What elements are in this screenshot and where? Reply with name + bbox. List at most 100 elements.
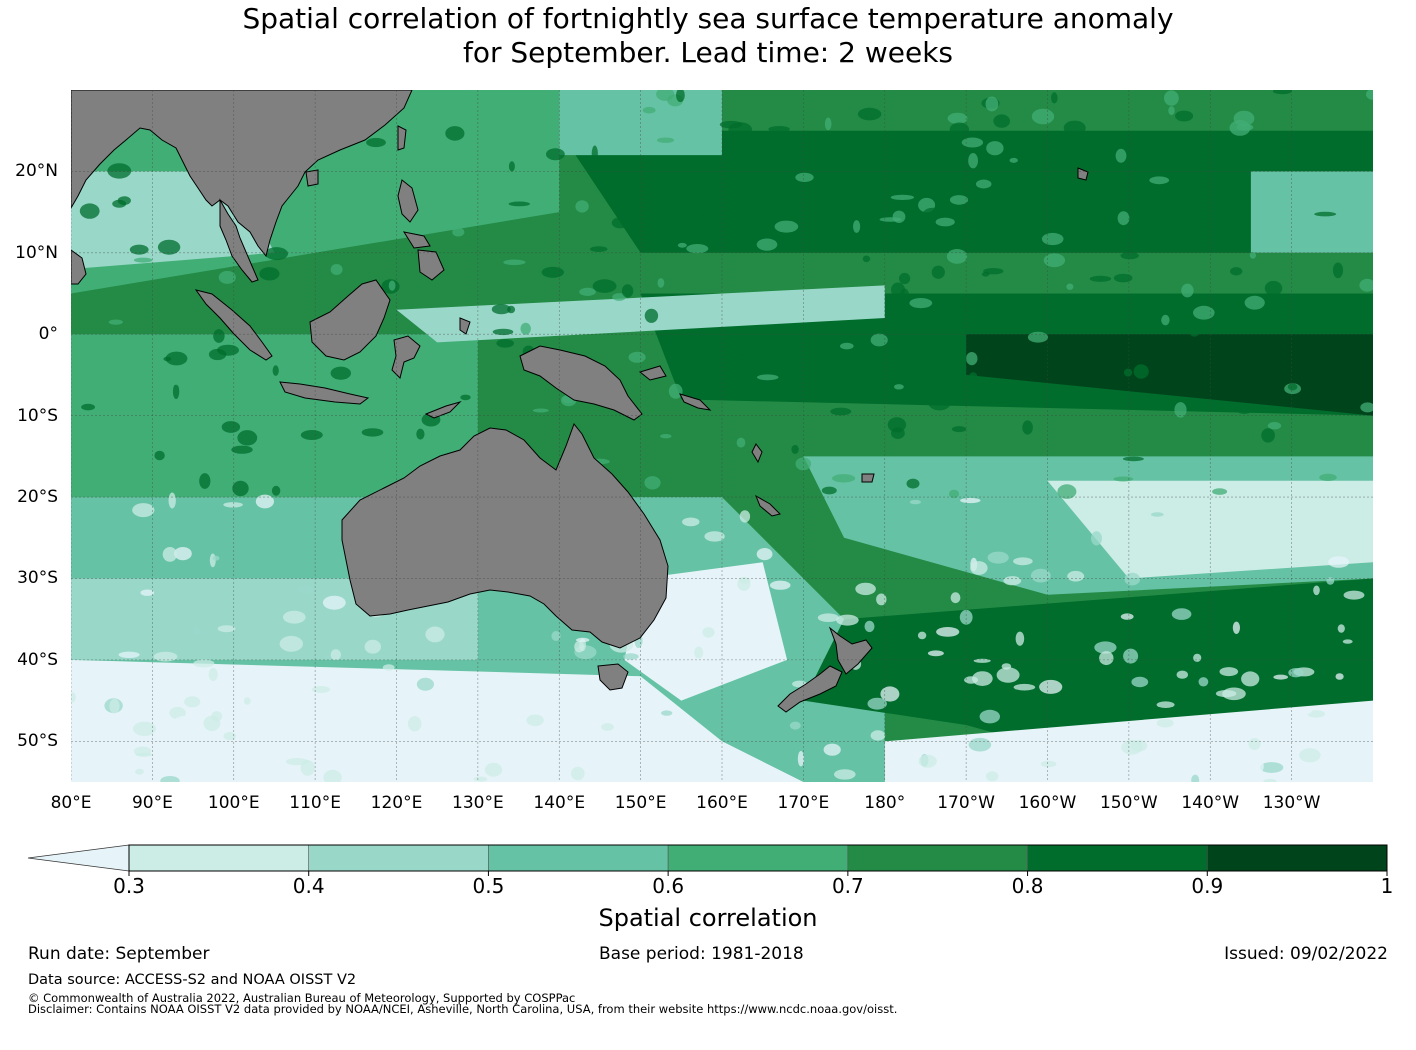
field-patch — [1215, 209, 1235, 221]
new-zealand-south — [777, 665, 843, 713]
field-patch — [791, 444, 799, 454]
field-patch — [966, 352, 978, 366]
field-patch — [271, 485, 281, 496]
base-period: Base period: 1981-2018 — [599, 944, 804, 964]
field-patch — [1117, 211, 1130, 226]
field-patch — [756, 374, 779, 381]
field-patch — [168, 492, 176, 509]
field-patch — [110, 356, 126, 367]
field-patch — [644, 308, 659, 323]
field-patch — [656, 137, 675, 143]
field-patch — [382, 775, 406, 782]
field-patch — [591, 145, 598, 162]
field-patch — [1120, 613, 1134, 620]
field-patch — [1319, 473, 1337, 481]
field-patch — [642, 106, 656, 114]
field-patch — [1366, 90, 1373, 100]
field-patch — [133, 257, 153, 263]
field-patch — [1338, 731, 1355, 739]
field-patch — [756, 238, 778, 251]
field-patch — [1067, 570, 1085, 582]
field-patch — [947, 112, 968, 124]
field-patch — [949, 122, 970, 137]
field-patch — [1061, 211, 1084, 224]
field-patch — [184, 696, 201, 708]
field-patch — [1328, 556, 1350, 568]
field-patch — [661, 710, 673, 716]
field-patch — [823, 743, 841, 756]
field-patch — [425, 626, 445, 643]
longitude-label: 120°E — [370, 793, 423, 813]
field-patch — [157, 239, 181, 255]
field-patch — [174, 547, 192, 561]
field-patch — [611, 217, 629, 229]
field-patch — [1298, 706, 1312, 715]
field-patch — [416, 428, 425, 440]
field-patch — [161, 439, 176, 445]
field-patch — [1004, 143, 1012, 151]
field-patch — [1287, 383, 1298, 391]
field-patch — [1003, 576, 1022, 586]
taiwan — [397, 125, 407, 151]
field-patch — [931, 265, 945, 279]
field-patch — [1043, 253, 1066, 268]
field-patch — [165, 351, 188, 366]
field-patch — [1001, 314, 1021, 330]
field-patch — [1177, 156, 1194, 164]
field-patch — [1120, 251, 1139, 260]
field-patch — [330, 264, 343, 275]
colorbar-tick-label: 1 — [1380, 874, 1394, 898]
field-patch — [1188, 323, 1201, 337]
field-patch — [407, 716, 422, 732]
field-region — [966, 334, 1373, 416]
field-patch — [510, 184, 518, 197]
solomon-islands — [679, 393, 712, 411]
field-patch — [81, 403, 95, 411]
field-patch — [1193, 653, 1202, 662]
field-patch — [968, 737, 992, 752]
field-patch — [732, 354, 751, 360]
colorbar-tick-label: 0.8 — [1011, 874, 1044, 898]
longitude-label: 100°E — [207, 793, 260, 813]
asia-mainland — [71, 90, 413, 258]
field-patch — [279, 443, 290, 456]
field-patch — [951, 307, 973, 318]
field-patch — [946, 249, 968, 264]
field-patch — [774, 220, 799, 233]
field-patch — [1360, 402, 1373, 413]
colorbar-tick-label: 0.5 — [472, 874, 505, 898]
field-patch — [508, 201, 530, 207]
field-patch — [736, 633, 758, 640]
field-patch — [899, 272, 911, 285]
longitude-label: 160°E — [696, 793, 748, 813]
longitude-label: 180° — [864, 793, 906, 813]
field-patch — [1063, 120, 1086, 136]
field-patch — [973, 658, 991, 663]
colorbar-frame — [128, 844, 1388, 872]
field-patch — [1150, 512, 1164, 517]
longitude-label: 140°E — [533, 793, 586, 813]
field-patch — [668, 383, 683, 399]
field-patch — [520, 322, 531, 335]
field-patch — [918, 754, 937, 768]
field-patch — [223, 502, 243, 508]
longitude-label: 130°E — [452, 793, 504, 813]
field-patch — [135, 768, 144, 775]
hawaii — [1077, 167, 1089, 181]
field-patch — [732, 591, 750, 599]
latitude-label: 0° — [38, 324, 58, 345]
field-patch — [243, 697, 251, 705]
field-region — [71, 659, 804, 782]
field-patch — [223, 732, 236, 741]
field-patch — [109, 698, 120, 714]
field-patch — [879, 217, 902, 222]
longitude-label: 170°W — [937, 793, 995, 813]
field-patch — [740, 389, 761, 398]
field-patch — [503, 259, 526, 266]
chart-title: Spatial correlation of fortnightly sea s… — [0, 2, 1416, 70]
field-patch — [1022, 420, 1033, 435]
field-patch — [153, 335, 163, 350]
field-patch — [300, 430, 323, 440]
field-patch — [1030, 568, 1051, 583]
new-guinea — [519, 345, 643, 421]
